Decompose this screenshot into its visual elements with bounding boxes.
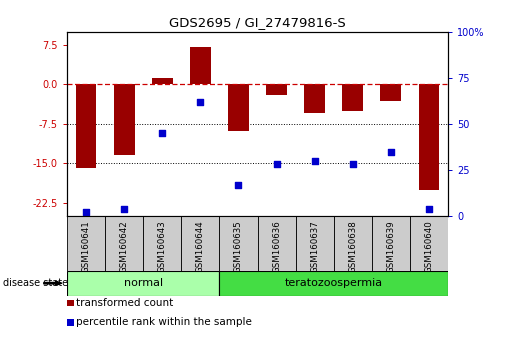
Bar <box>190 47 211 85</box>
Bar <box>372 216 410 271</box>
Text: GSM160642: GSM160642 <box>119 220 129 273</box>
Text: GSM160640: GSM160640 <box>424 220 434 273</box>
Bar <box>419 85 439 190</box>
Bar <box>342 85 363 111</box>
Point <box>311 158 319 164</box>
Bar <box>258 216 296 271</box>
Bar <box>181 216 219 271</box>
Text: GSM160644: GSM160644 <box>196 220 205 273</box>
Bar <box>381 85 401 101</box>
Bar <box>266 85 287 95</box>
Bar <box>228 85 249 131</box>
Text: GSM160639: GSM160639 <box>386 220 396 273</box>
Text: percentile rank within the sample: percentile rank within the sample <box>76 318 252 327</box>
Title: GDS2695 / GI_27479816-S: GDS2695 / GI_27479816-S <box>169 16 346 29</box>
Bar <box>76 85 96 167</box>
Bar <box>67 216 105 271</box>
Bar <box>410 216 448 271</box>
Point <box>425 206 433 211</box>
Point <box>158 130 166 136</box>
Text: GSM160637: GSM160637 <box>310 220 319 273</box>
Bar <box>152 78 173 85</box>
Point <box>234 182 243 188</box>
Point <box>196 99 204 105</box>
Point <box>387 149 395 154</box>
Text: normal: normal <box>124 278 163 288</box>
Text: teratozoospermia: teratozoospermia <box>285 278 383 288</box>
Bar <box>67 271 219 296</box>
Bar <box>296 216 334 271</box>
Bar <box>114 85 134 155</box>
Point <box>120 206 128 211</box>
Text: GSM160638: GSM160638 <box>348 220 357 273</box>
Bar <box>219 271 448 296</box>
Point <box>272 161 281 167</box>
Text: transformed count: transformed count <box>76 298 174 308</box>
Bar <box>334 216 372 271</box>
Text: disease state: disease state <box>3 278 67 288</box>
Text: GSM160643: GSM160643 <box>158 220 167 273</box>
Bar <box>143 216 181 271</box>
Text: GSM160636: GSM160636 <box>272 220 281 273</box>
Bar <box>304 85 325 113</box>
Text: GSM160641: GSM160641 <box>81 220 91 273</box>
Point <box>349 161 357 167</box>
Bar <box>105 216 143 271</box>
Point <box>82 210 90 215</box>
Bar <box>219 216 258 271</box>
Text: GSM160635: GSM160635 <box>234 220 243 273</box>
